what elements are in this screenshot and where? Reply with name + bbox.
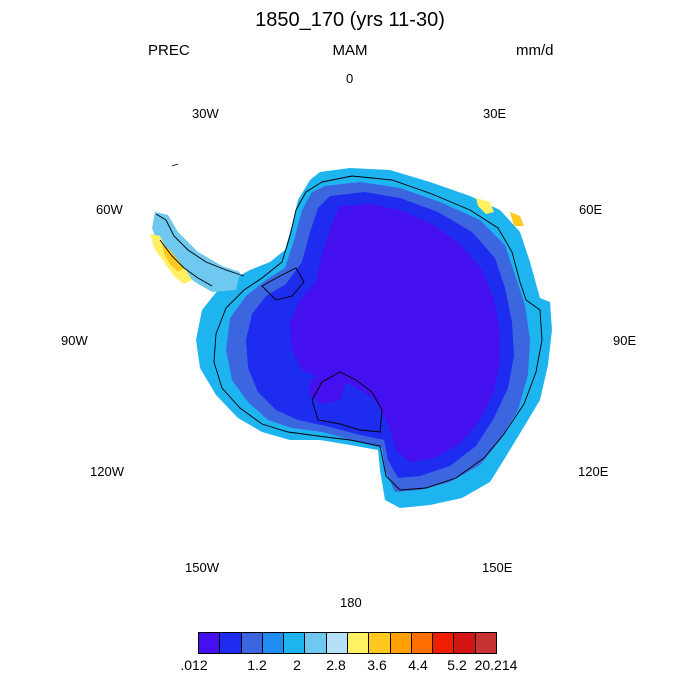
- colorbar-swatch: [369, 633, 391, 653]
- lon-label-120w: 120W: [90, 464, 124, 479]
- precip-band-plateau: [290, 204, 500, 462]
- colorbar-swatch: [347, 633, 370, 653]
- precip-coast-orange: [510, 212, 524, 226]
- colorbar-tick-label: 1.2: [247, 657, 267, 673]
- season-label: MAM: [332, 42, 368, 59]
- colorbar-swatch: [199, 633, 221, 653]
- coastline-peninsula: [155, 213, 245, 287]
- units-label: mm/d: [516, 42, 554, 59]
- lon-label-180: 180: [340, 595, 362, 610]
- coastline: [213, 175, 543, 491]
- lon-label-60e: 60E: [579, 202, 603, 217]
- colorbar-swatch: [411, 633, 434, 653]
- colorbar-swatch: [220, 633, 242, 653]
- colorbar-tick-label: 3.6: [367, 657, 387, 673]
- weddell-ice-shelf-outline: [261, 267, 305, 301]
- colorbar-tick-label: .012: [180, 657, 208, 673]
- colorbar-swatch: [433, 633, 455, 653]
- colorbar-tick-label: 2: [293, 657, 301, 673]
- lon-label-0: 0: [346, 71, 354, 86]
- colorbar-tick-label: 2.8: [326, 657, 346, 673]
- lon-label-150w: 150W: [185, 560, 219, 575]
- lon-label-60w: 60W: [96, 202, 123, 217]
- variable-label: PREC: [148, 42, 190, 59]
- colorbar-swatch: [262, 633, 285, 653]
- colorbar-swatch: [390, 633, 412, 653]
- precip-ross-pocket: [308, 374, 346, 404]
- colorbar: [198, 632, 497, 654]
- lon-label-30e: 30E: [483, 106, 507, 121]
- colorbar-swatch: [475, 633, 496, 653]
- precip-peninsula-orange: [162, 244, 184, 272]
- colorbar-swatch: [454, 633, 476, 653]
- lon-label-90w: 90W: [61, 333, 88, 348]
- lon-label-30w: 30W: [192, 106, 219, 121]
- lon-label-150e: 150E: [482, 560, 513, 575]
- colorbar-tick-label: 5.2: [447, 657, 467, 673]
- lon-label-120e: 120E: [578, 464, 609, 479]
- precip-coast-yellow: [476, 198, 494, 214]
- plot-title: 1850_170 (yrs 11-30): [255, 9, 445, 31]
- precip-band-peninsula: [152, 212, 240, 292]
- south-shetland-islet: [171, 163, 179, 167]
- lon-label-90e: 90E: [613, 333, 637, 348]
- colorbar-swatch: [284, 633, 306, 653]
- colorbar-tick-label: 20.214: [474, 657, 518, 673]
- colorbar-swatch: [241, 633, 263, 653]
- colorbar-swatch: [305, 633, 327, 653]
- colorbar-tick-label: 4.4: [408, 657, 428, 673]
- colorbar-swatch: [326, 633, 348, 653]
- ross-ice-shelf-outline: [311, 371, 383, 433]
